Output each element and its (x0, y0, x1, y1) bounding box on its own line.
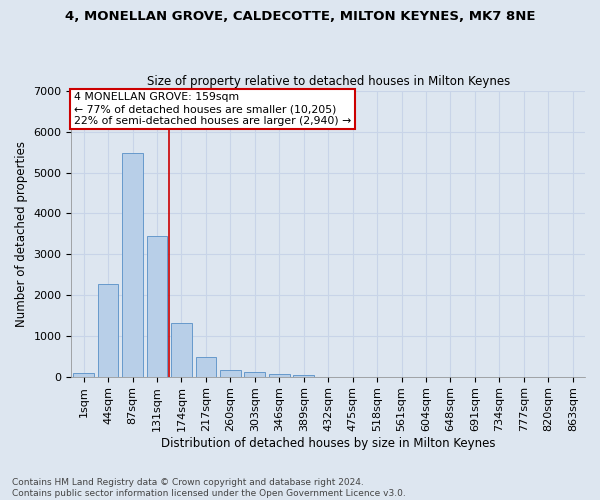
Bar (122, 154, 143, 376)
Bar (244, 372, 265, 376)
Text: 4 MONELLAN GROVE: 159sqm
← 77% of detached houses are smaller (10,205)
22% of se: 4 MONELLAN GROVE: 159sqm ← 77% of detach… (74, 92, 351, 126)
Bar (269, 374, 290, 376)
Text: Contains HM Land Registry data © Crown copyright and database right 2024.
Contai: Contains HM Land Registry data © Crown c… (12, 478, 406, 498)
X-axis label: Distribution of detached houses by size in Milton Keynes: Distribution of detached houses by size … (161, 437, 496, 450)
Text: 4, MONELLAN GROVE, CALDECOTTE, MILTON KEYNES, MK7 8NE: 4, MONELLAN GROVE, CALDECOTTE, MILTON KE… (65, 10, 535, 23)
Bar (196, 358, 217, 376)
Bar (146, 236, 167, 376)
Bar (171, 323, 192, 376)
Bar (98, 284, 118, 376)
Bar (73, 374, 94, 376)
Bar (293, 375, 314, 376)
Y-axis label: Number of detached properties: Number of detached properties (15, 141, 28, 327)
Title: Size of property relative to detached houses in Milton Keynes: Size of property relative to detached ho… (146, 76, 510, 88)
Bar (220, 370, 241, 376)
